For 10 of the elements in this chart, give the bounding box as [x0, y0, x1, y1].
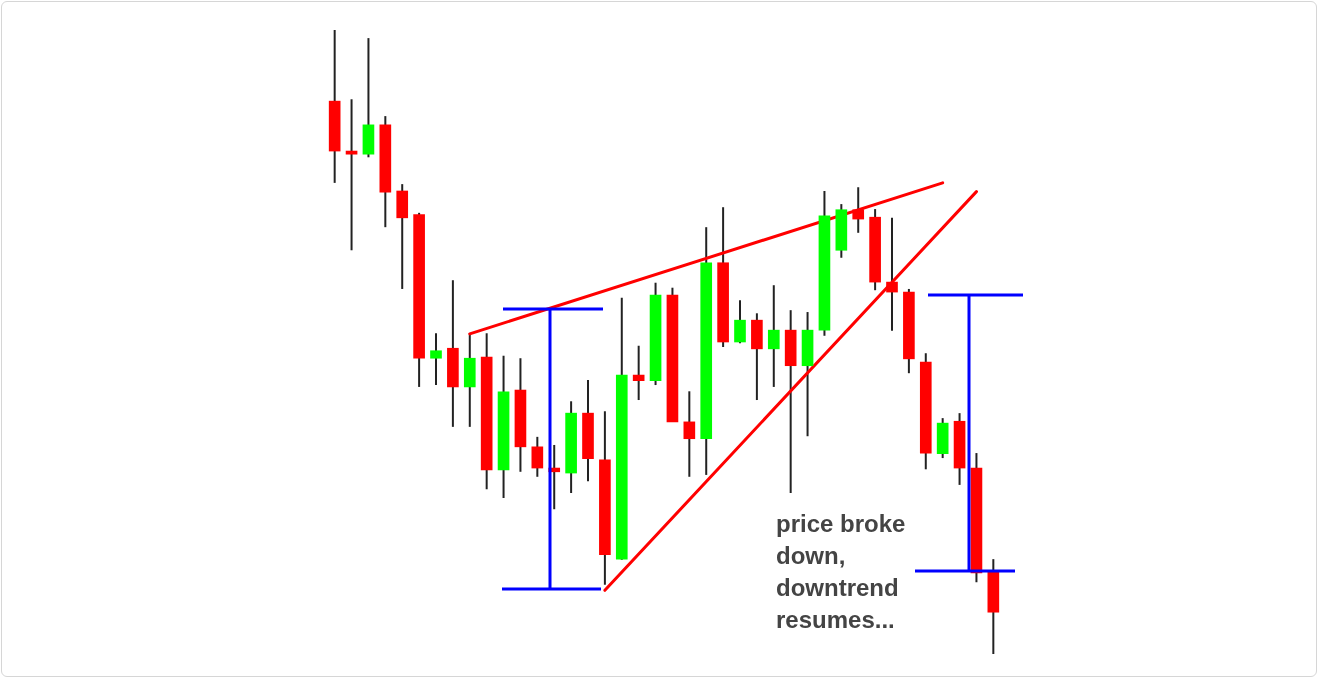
candlestick	[852, 186, 865, 234]
candlestick	[531, 435, 544, 478]
candlestick	[430, 332, 442, 387]
candlestick	[632, 344, 645, 402]
candlestick	[734, 299, 746, 345]
annotation: price broke down, downtrend resumes...	[776, 509, 907, 635]
candlestick	[683, 390, 696, 478]
candlestick	[767, 284, 780, 388]
candlestick	[345, 98, 358, 252]
candlestick	[886, 216, 898, 332]
